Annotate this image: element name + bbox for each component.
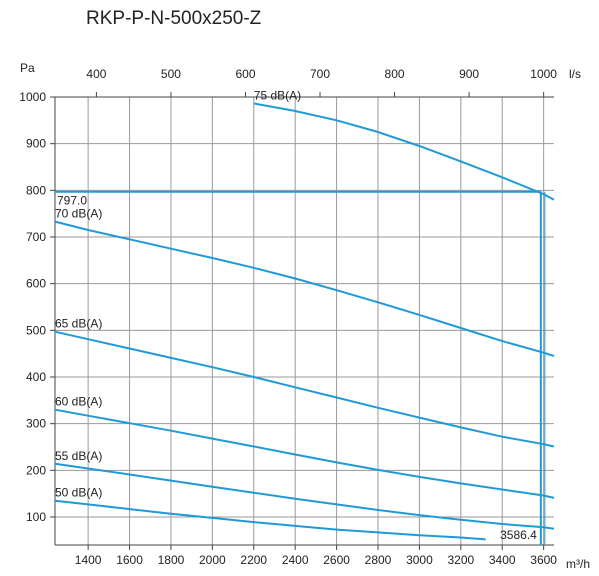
x2-tick-label: 600 <box>235 67 255 81</box>
x-tick-label: 3000 <box>406 553 433 567</box>
x2-unit-label: l/s <box>569 67 581 81</box>
y-tick-label: 200 <box>26 463 46 477</box>
operating-point-y-label: 797.0 <box>57 194 87 208</box>
y-tick-label: 100 <box>26 510 46 524</box>
x-tick-label: 1800 <box>158 553 185 567</box>
x-tick-label: 2600 <box>323 553 350 567</box>
x-tick-label: 1400 <box>75 553 102 567</box>
curve-layer <box>54 102 555 545</box>
series-line-3 <box>54 408 555 499</box>
x-tick-label: 3400 <box>489 553 516 567</box>
y-tick-label: 900 <box>26 137 46 151</box>
y-tick-label: 1000 <box>19 90 46 104</box>
y-tick-label: 800 <box>26 183 46 197</box>
series-line-5 <box>54 499 486 541</box>
x2-tick-label: 900 <box>459 67 479 81</box>
x2-tick-label: 1000 <box>530 67 557 81</box>
y-unit-label: Pa <box>20 61 35 75</box>
label-layer: 1400 1600 1800 2000 2200 2400 2600 2800 3000 3200… <box>19 61 590 571</box>
y-tick-label: 300 <box>26 417 46 431</box>
series-line-0 <box>253 102 555 201</box>
series-line-1 <box>54 220 555 357</box>
y-tick-label: 700 <box>26 230 46 244</box>
series-label-5: 50 dB(A) <box>55 486 102 500</box>
axis-layer <box>50 92 554 550</box>
series-label-3: 60 dB(A) <box>55 395 102 409</box>
x-tick-label: 1600 <box>116 553 143 567</box>
x-tick-label: 2800 <box>365 553 392 567</box>
series-label-2: 65 dB(A) <box>55 317 102 331</box>
x-tick-label: 3200 <box>447 553 474 567</box>
y-tick-label: 600 <box>26 277 46 291</box>
x-tick-label: 2400 <box>282 553 309 567</box>
y-tick-label: 400 <box>26 370 46 384</box>
x2-tick-label: 800 <box>385 67 405 81</box>
x-tick-label: 3600 <box>530 553 557 567</box>
series-line-4 <box>54 462 555 530</box>
x-tick-label: 2200 <box>240 553 267 567</box>
x-unit-label: m³/h <box>566 557 590 571</box>
grid-layer <box>55 96 554 545</box>
series-line-2 <box>54 330 555 448</box>
series-label-4: 55 dB(A) <box>55 449 102 463</box>
x-tick-label: 2000 <box>199 553 226 567</box>
operating-point-x-label: 3586.4 <box>500 528 537 542</box>
x2-tick-label: 400 <box>86 67 106 81</box>
y-tick-label: 500 <box>26 323 46 337</box>
x2-tick-label: 500 <box>161 67 181 81</box>
series-label-0: 75 dB(A) <box>254 89 301 103</box>
series-label-1: 70 dB(A) <box>55 207 102 221</box>
x2-tick-label: 700 <box>310 67 330 81</box>
chart-title: RKP-P-N-500x250-Z <box>86 8 262 29</box>
